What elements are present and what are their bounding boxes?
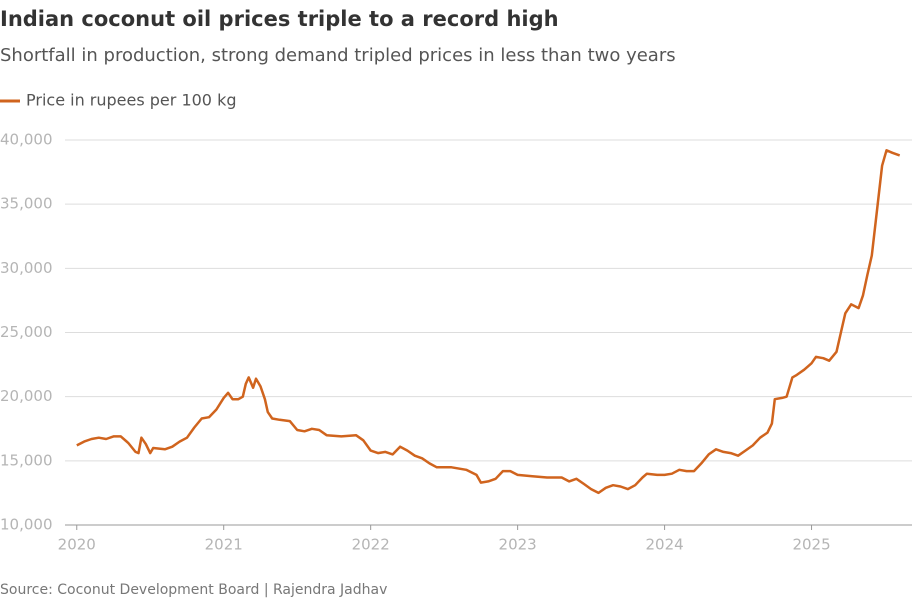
x-tick-label: 2023 xyxy=(499,536,537,554)
y-tick-label: 10,000 xyxy=(0,516,53,534)
y-tick-label: 30,000 xyxy=(0,259,53,277)
x-tick-label: 2022 xyxy=(352,536,390,554)
y-tick-label: 35,000 xyxy=(0,195,53,213)
y-tick-label: 40,000 xyxy=(0,131,53,149)
x-tick-label: 2021 xyxy=(205,536,243,554)
x-tick-label: 2020 xyxy=(58,536,96,554)
source: Source: Coconut Development Board | Raje… xyxy=(0,582,387,598)
x-tick-label: 2024 xyxy=(645,536,683,554)
y-tick-label: 20,000 xyxy=(0,387,53,405)
chart-subtitle: Shortfall in production, strong demand t… xyxy=(0,45,676,66)
legend-label: Price in rupees per 100 kg xyxy=(26,91,236,110)
y-tick-label: 15,000 xyxy=(0,451,53,469)
y-tick-label: 25,000 xyxy=(0,323,53,341)
x-tick-label: 2025 xyxy=(792,536,830,554)
price-line xyxy=(76,149,901,495)
chart-title: Indian coconut oil prices triple to a re… xyxy=(0,7,559,31)
